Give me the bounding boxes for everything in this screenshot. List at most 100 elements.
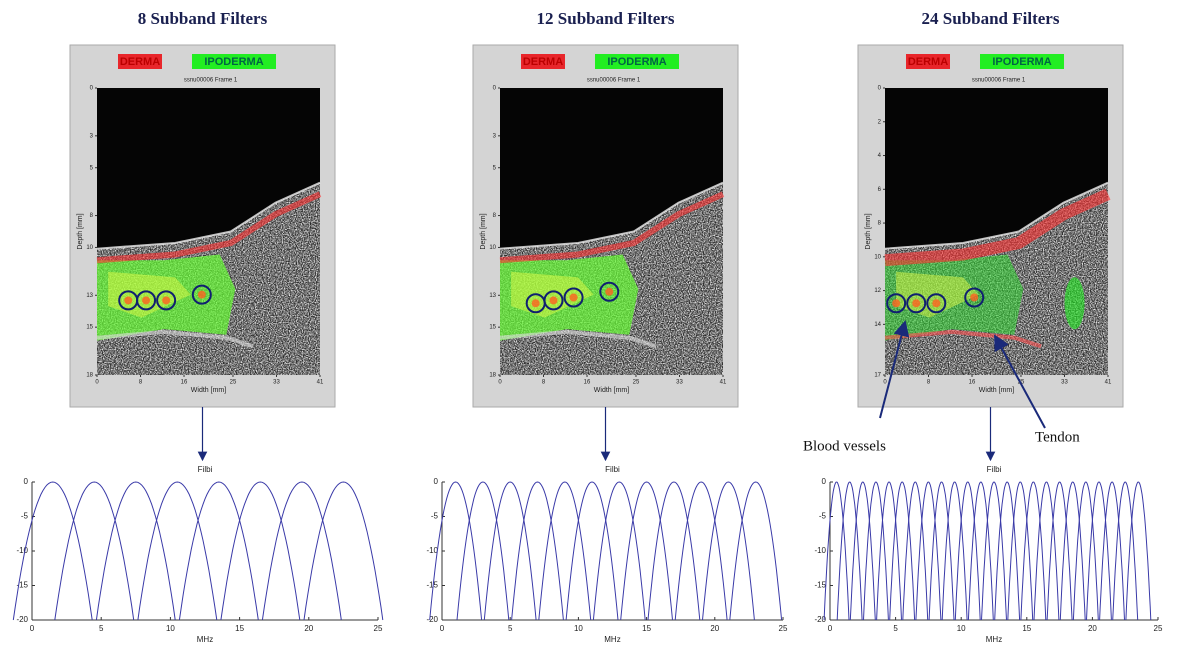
green-patch — [1064, 277, 1085, 330]
vessel-circle — [964, 287, 985, 308]
x-tick-label: 10 — [166, 624, 175, 633]
skin-line — [96, 181, 321, 250]
legend-label: DERMA — [908, 56, 948, 68]
x-tick-label: 5 — [508, 624, 513, 633]
y-tick-label: 2 — [878, 119, 882, 125]
x-tick-label: 8 — [139, 380, 143, 386]
frame-title: ssnu00006 Frame 1 — [184, 78, 238, 84]
x-tick-label: 33 — [676, 380, 683, 386]
x-tick-label: 0 — [440, 624, 445, 633]
x-axis-label: MHz — [604, 635, 620, 644]
y-tick-label: 10 — [874, 254, 881, 260]
x-tick-label: 25 — [1154, 624, 1163, 633]
y-tick-label: -15 — [426, 581, 438, 590]
dermis-band — [884, 188, 1111, 267]
vessel-spot — [912, 299, 921, 308]
filter-curve — [647, 481, 701, 621]
filter-curve — [994, 481, 1021, 621]
vessel-spot — [197, 290, 206, 299]
x-tick-label: 0 — [828, 624, 833, 633]
x-tick-label: 41 — [1105, 380, 1112, 386]
x-tick-label: 33 — [1061, 380, 1068, 386]
filter-curve — [95, 481, 176, 621]
x-tick-label: 15 — [1022, 624, 1031, 633]
annotation-arrow — [994, 334, 1046, 429]
legend-label: IPODERMA — [204, 56, 263, 68]
annotation: Tendon — [1035, 429, 1080, 445]
legend-label: IPODERMA — [607, 56, 666, 68]
x-tick-label: 33 — [273, 380, 280, 386]
y-tick-label: 18 — [86, 373, 93, 379]
fascia-line — [499, 329, 657, 349]
filter-curve — [1099, 481, 1125, 621]
y-tick-label: 0 — [878, 86, 882, 92]
x-tick-label: 0 — [95, 380, 99, 386]
x-tick-label: 16 — [584, 380, 591, 386]
filter-curve — [902, 481, 929, 621]
filter-curve — [967, 481, 994, 621]
fascia-line — [96, 329, 254, 349]
vessel-spot — [162, 296, 171, 305]
y-axis-label: Depth [mm] — [865, 213, 872, 249]
filter-curve — [1033, 481, 1060, 621]
chart-title: Filbi — [198, 465, 213, 474]
y-tick-label: 0 — [493, 86, 497, 92]
legend-label: DERMA — [523, 56, 563, 68]
y-tick-label: 13 — [489, 293, 496, 299]
y-tick-label: 3 — [90, 133, 94, 139]
y-tick-label: -20 — [814, 615, 826, 624]
x-tick-label: 25 — [374, 624, 383, 633]
vessel-circle — [906, 293, 927, 314]
y-axis-label: Depth [mm] — [77, 213, 84, 249]
filter-curve — [1086, 481, 1112, 621]
filter-curve — [565, 481, 619, 621]
filter-curve — [12, 481, 93, 621]
x-tick-label: 25 — [633, 380, 640, 386]
filter-curve — [261, 481, 342, 621]
vessel-spot — [531, 299, 540, 308]
filter-curve — [511, 481, 564, 621]
legend-swatch — [595, 54, 679, 69]
y-tick-label: -5 — [431, 512, 439, 521]
hypodermis-region — [885, 254, 1024, 341]
chart-title: Filbi — [987, 465, 1002, 474]
y-axis-label: Depth [mm] — [480, 213, 487, 249]
vessel-spot — [142, 296, 151, 305]
x-tick-label: 20 — [710, 624, 719, 633]
vessel-circle — [599, 281, 620, 302]
filter-curve — [592, 481, 646, 621]
vessel-circle — [886, 293, 907, 314]
y-tick-label: -15 — [16, 581, 28, 590]
y-tick-label: 8 — [90, 213, 94, 219]
x-tick-label: 0 — [883, 380, 887, 386]
legend-swatch — [980, 54, 1064, 69]
filter-curve — [876, 481, 902, 621]
ultrasound-image — [96, 88, 322, 375]
yellow-spots — [511, 271, 594, 318]
vessel-spot — [970, 293, 979, 302]
y-tick-label: -10 — [426, 546, 438, 555]
y-tick-label: 12 — [874, 288, 881, 294]
y-tick-label: 4 — [878, 153, 882, 159]
x-axis-label: Width [mm] — [979, 387, 1014, 394]
x-tick-label: 15 — [642, 624, 651, 633]
legend-swatch — [521, 54, 565, 69]
legend-label: IPODERMA — [992, 56, 1051, 68]
vessel-spot — [932, 299, 941, 308]
filter-curve — [915, 481, 942, 621]
vessel-spot — [569, 293, 578, 302]
vessel-spot — [124, 296, 133, 305]
filter-curve — [1059, 481, 1086, 621]
y-tick-label: 10 — [489, 245, 496, 251]
x-tick-label: 41 — [720, 380, 727, 386]
y-tick-label: 5 — [90, 165, 94, 171]
y-tick-label: 8 — [493, 213, 497, 219]
ultrasound-image — [884, 88, 1111, 375]
legend-swatch — [192, 54, 276, 69]
x-tick-label: 8 — [927, 380, 931, 386]
vessel-circle — [136, 290, 157, 311]
x-tick-label: 16 — [181, 380, 188, 386]
vessel-spot — [892, 299, 901, 308]
panel-title: 8 Subband Filters — [138, 9, 268, 28]
